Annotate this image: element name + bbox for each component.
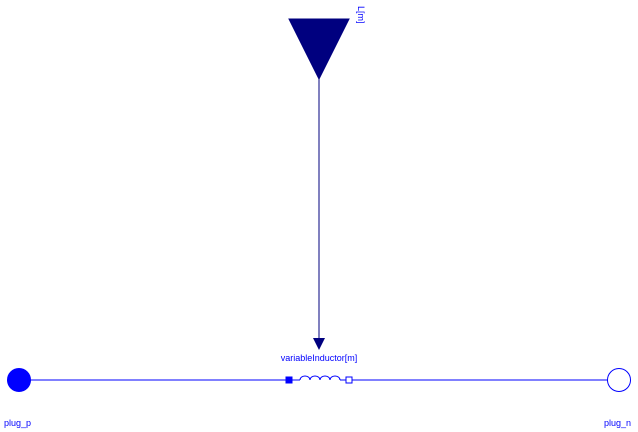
plug-n-circle-icon[interactable] [607, 368, 631, 392]
plug-p-label: plug_p [4, 418, 31, 428]
component-label: variableInductor[m] [281, 353, 358, 363]
port-plug-n[interactable]: plug_n [604, 368, 631, 429]
inductor-pin-n-icon[interactable] [345, 376, 353, 384]
inductor-coil-icon [299, 375, 341, 381]
port-plug-p[interactable]: plug_p [4, 368, 31, 429]
inductor-pin-p-icon[interactable] [285, 376, 293, 384]
variable-inductor[interactable] [285, 375, 353, 384]
signal-input-triangle-icon[interactable] [288, 18, 350, 81]
signal-arrow-icon [313, 338, 325, 350]
plug-p-circle-icon[interactable] [7, 368, 31, 392]
plug-n-label: plug_n [604, 418, 631, 428]
signal-input-label: L[m] [356, 6, 366, 24]
signal-input[interactable]: L[m] [288, 6, 366, 81]
